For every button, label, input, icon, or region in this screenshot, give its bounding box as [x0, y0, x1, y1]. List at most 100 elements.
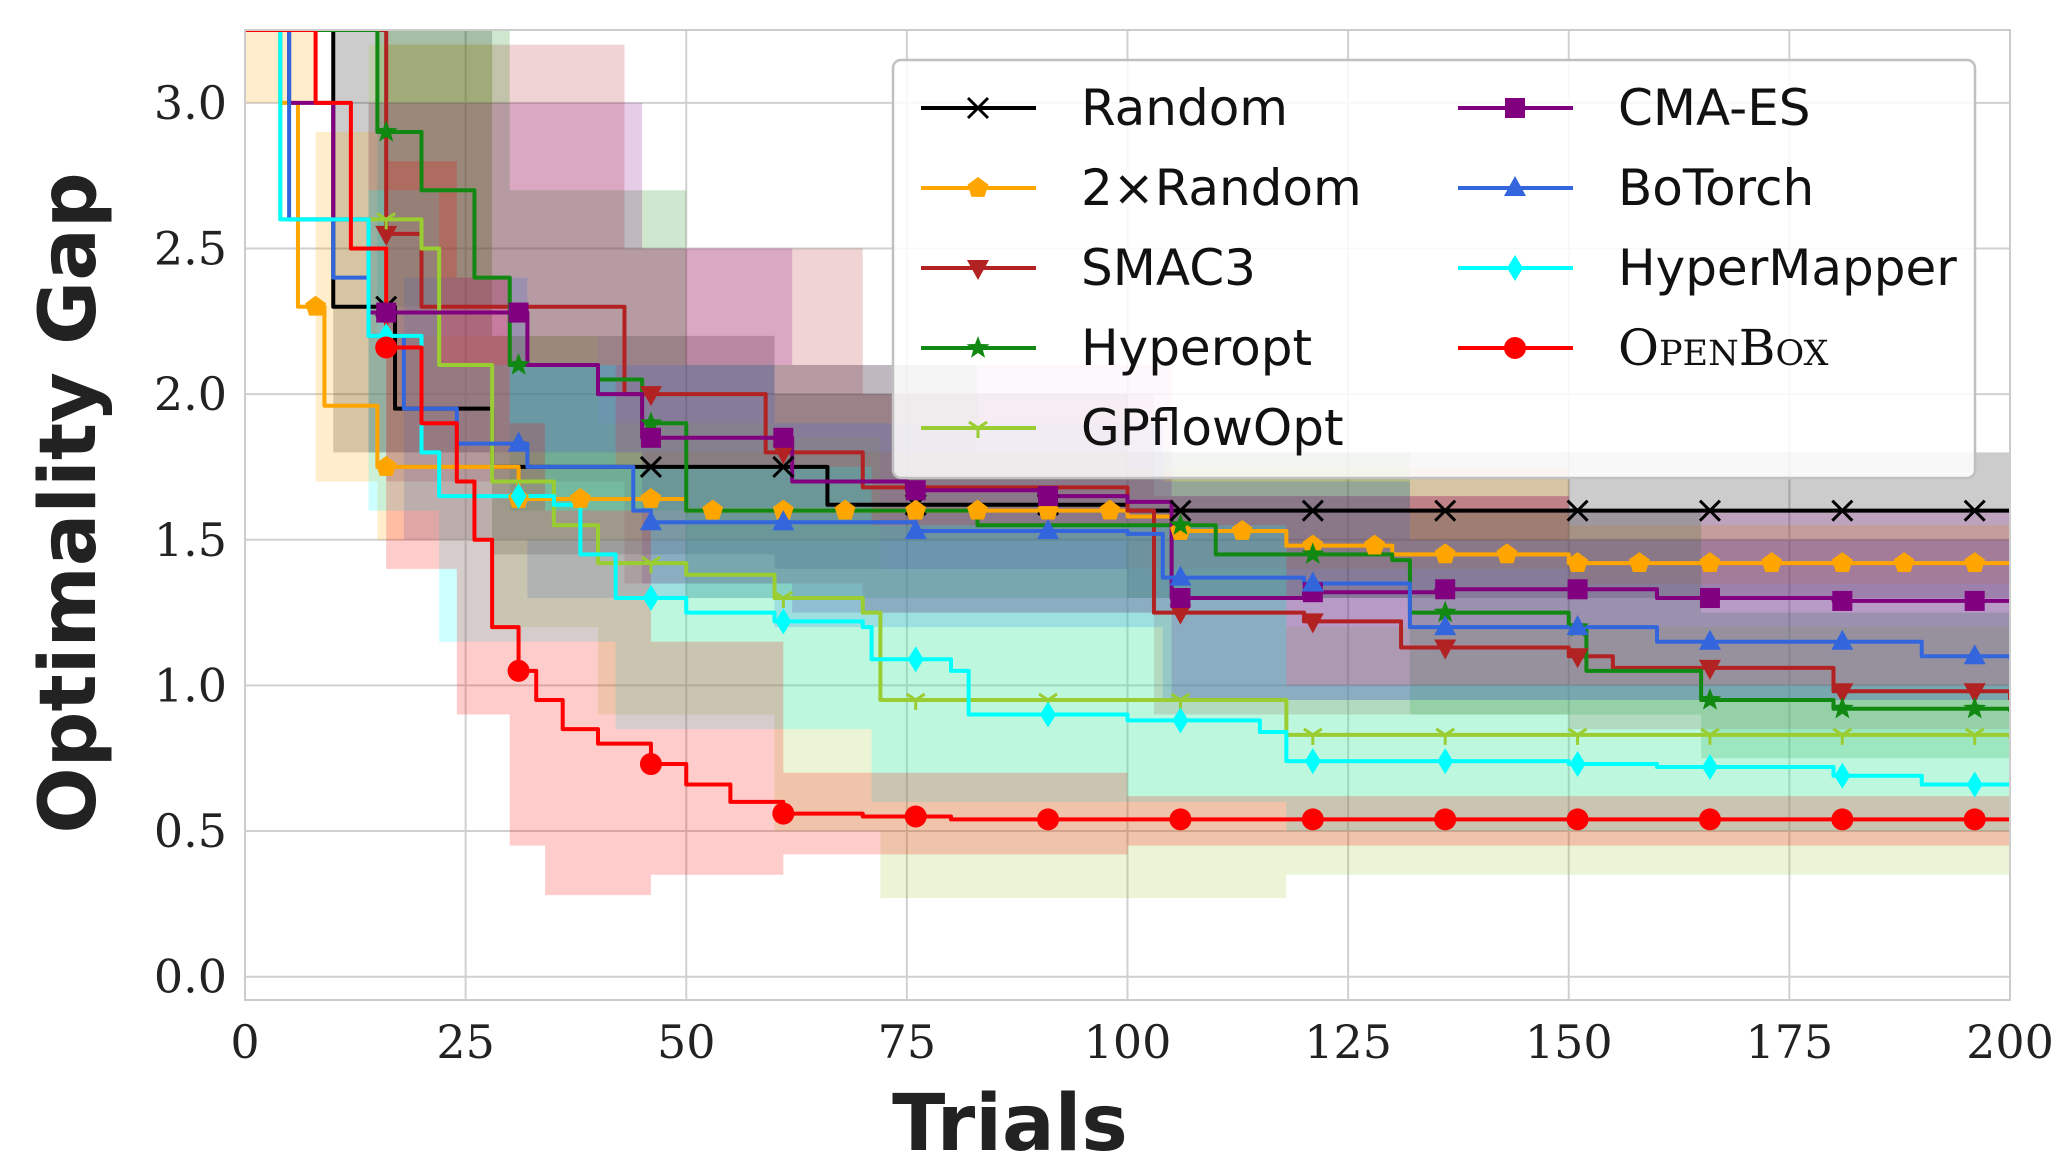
y-axis-ticks: 0.0 0.5 1.0 1.5 2.0 2.5 3.0 — [154, 76, 227, 1004]
line-random — [245, 30, 2010, 513]
marker-smac3 — [1169, 604, 1192, 625]
y-tick-label: 2.5 — [154, 221, 227, 275]
band-gpflowopt — [245, 30, 2010, 899]
legend-marker-gpflowopt — [968, 420, 988, 438]
marker-random — [639, 455, 663, 478]
band-openbox — [245, 30, 2010, 896]
marker-openbox — [1037, 808, 1060, 831]
legend-marker-smac3 — [967, 260, 989, 280]
marker-openbox — [772, 802, 795, 825]
marker-2-random — [1567, 552, 1589, 572]
marker-openbox — [1301, 808, 1324, 831]
legend-marker-cma-es — [1505, 98, 1525, 118]
marker-hyperopt — [1963, 696, 1987, 719]
marker-openbox — [375, 336, 398, 359]
marker-gpflowopt — [641, 555, 661, 574]
x-tick-label: 150 — [1525, 1015, 1613, 1069]
series-markers — [305, 119, 1987, 831]
marker-gpflowopt — [773, 590, 794, 609]
marker-hyperopt — [1830, 696, 1854, 719]
x-axis-title: Trials — [892, 1079, 1128, 1162]
y-tick-label: 1.0 — [154, 658, 227, 712]
marker-random — [772, 455, 795, 478]
marker-openbox — [1566, 808, 1589, 831]
marker-cma-es — [640, 427, 661, 448]
legend: Random 2×Random SMAC3 Hyperopt GPflowOpt CMA-… — [891, 58, 1977, 480]
marker-2-random — [1699, 552, 1721, 572]
marker-botorch — [904, 519, 927, 540]
marker-smac3 — [1566, 648, 1589, 669]
marker-openbox — [639, 753, 662, 776]
marker-hypermapper — [1172, 707, 1189, 734]
x-tick-label: 100 — [1084, 1015, 1172, 1069]
marker-hypermapper — [510, 483, 527, 510]
marker-openbox — [1963, 808, 1986, 831]
marker-openbox — [1698, 808, 1721, 831]
marker-2-random — [305, 295, 327, 316]
marker-smac3 — [1963, 683, 1986, 704]
marker-2-random — [772, 499, 794, 520]
marker-botorch — [1037, 519, 1060, 540]
legend-marker-botorch — [1504, 176, 1526, 196]
legend-label-cma-es: CMA-ES — [1618, 79, 1811, 137]
y-tick-label: 0.0 — [154, 950, 227, 1004]
marker-random — [1831, 499, 1854, 522]
legend-label-gpflowopt: GPflowOpt — [1081, 399, 1344, 457]
marker-2-random — [569, 487, 591, 508]
y-tick-label: 1.5 — [154, 513, 227, 567]
marker-hypermapper — [1834, 762, 1851, 789]
marker-hypermapper — [1437, 748, 1454, 775]
line-gpflowopt — [245, 30, 2010, 738]
marker-smac3 — [375, 225, 398, 246]
marker-hyperopt — [1433, 600, 1457, 623]
legend-marker-hypermapper — [1507, 255, 1523, 281]
marker-botorch — [1301, 571, 1324, 592]
marker-botorch — [1963, 644, 1986, 665]
marker-botorch — [1434, 615, 1457, 636]
marker-2-random — [1893, 552, 1915, 572]
x-tick-label: 50 — [657, 1015, 716, 1069]
marker-random — [1963, 499, 1986, 522]
marker-hypermapper — [1701, 753, 1718, 780]
marker-botorch — [772, 510, 795, 531]
marker-hypermapper — [1569, 751, 1586, 778]
marker-2-random — [1364, 534, 1386, 555]
marker-botorch — [1698, 629, 1721, 650]
marker-botorch — [507, 431, 530, 452]
legend-marker-random — [966, 96, 990, 120]
marker-cma-es — [773, 427, 794, 448]
marker-cma-es — [1038, 486, 1059, 507]
y-axis-title: Optimality Gap — [24, 172, 114, 833]
marker-2-random — [834, 499, 856, 520]
band-hypermapper — [245, 30, 2010, 837]
marker-openbox — [1434, 808, 1457, 831]
legend-box — [891, 58, 1977, 480]
y-tick-label: 3.0 — [154, 76, 227, 130]
marker-smac3 — [1301, 613, 1324, 634]
marker-hypermapper — [907, 646, 924, 673]
marker-cma-es — [905, 480, 926, 501]
marker-hyperopt — [639, 411, 663, 433]
marker-smac3 — [1831, 683, 1854, 704]
marker-random — [1434, 499, 1457, 522]
legend-label-hyperopt: Hyperopt — [1081, 319, 1312, 377]
marker-cma-es — [1170, 588, 1191, 609]
marker-openbox — [904, 805, 927, 828]
marker-gpflowopt — [1700, 727, 1720, 745]
line-smac3 — [245, 30, 2010, 700]
marker-random — [1698, 499, 1722, 522]
marker-hyperopt — [1301, 542, 1325, 565]
marker-hypermapper — [775, 608, 792, 635]
marker-cma-es — [1435, 579, 1456, 600]
marker-botorch — [1831, 629, 1854, 650]
marker-botorch — [639, 510, 662, 531]
x-tick-label: 175 — [1745, 1015, 1833, 1069]
marker-gpflowopt — [1964, 727, 1985, 745]
marker-smac3 — [772, 444, 795, 465]
marker-2-random — [1434, 543, 1456, 564]
legend-marker-openbox — [1504, 337, 1526, 359]
x-tick-label: 125 — [1304, 1015, 1392, 1069]
marker-2-random — [1231, 520, 1253, 540]
marker-cma-es — [1567, 579, 1588, 600]
